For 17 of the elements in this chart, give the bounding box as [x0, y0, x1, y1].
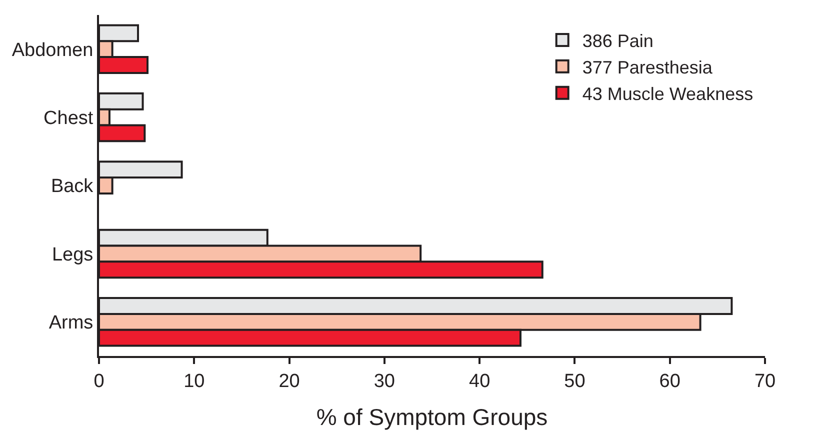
x-axis-title: % of Symptom Groups: [316, 404, 548, 430]
x-tick-label: 50: [564, 370, 586, 392]
legend-label: 386 Pain: [582, 31, 654, 52]
y-tick-label: Back: [50, 176, 94, 198]
x-tick-label: 40: [469, 370, 490, 392]
y-tick-label: Chest: [44, 108, 94, 129]
legend-label: 43 Muscle Weakness: [582, 84, 754, 104]
x-tick-label: 0: [94, 370, 104, 392]
y-tick-label: Legs: [52, 244, 94, 266]
x-tick-label: 60: [659, 370, 680, 392]
y-tick-label: Abdomen: [12, 40, 94, 61]
legend-label: 377 Paresthesia: [582, 57, 714, 78]
x-tick-label: 30: [374, 370, 395, 392]
x-tick-label: 20: [278, 370, 300, 392]
y-tick-label: Arms: [48, 312, 94, 334]
x-tick-label: 70: [754, 370, 776, 392]
x-tick-label: 10: [184, 370, 205, 392]
